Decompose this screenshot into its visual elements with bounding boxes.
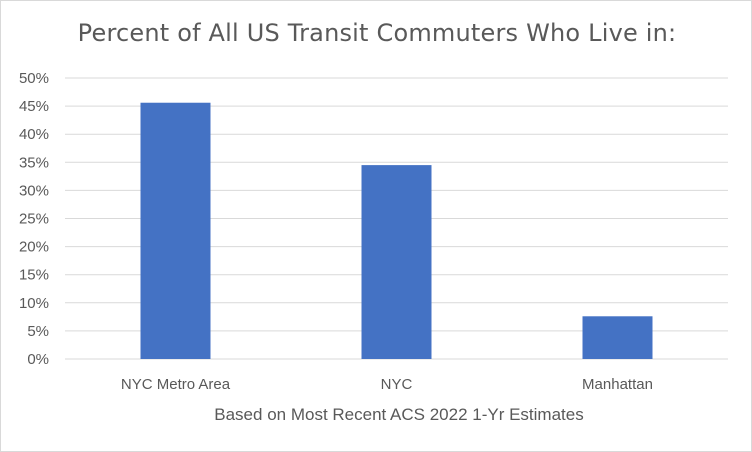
bar [361,165,432,359]
x-category-label: Manhattan [582,376,653,393]
y-tick-label: 40% [19,126,49,143]
y-tick-label: 20% [19,239,49,256]
y-tick-label: 45% [19,98,49,115]
x-axis-title: Based on Most Recent ACS 2022 1-Yr Estim… [214,405,583,424]
y-tick-label: 0% [27,351,49,368]
y-tick-label: 15% [19,267,49,284]
y-tick-label: 50% [19,70,49,87]
x-category-label: NYC [381,376,413,393]
y-tick-label: 25% [19,211,49,228]
bar [582,316,653,359]
y-tick-label: 35% [19,154,49,171]
y-tick-label: 10% [19,295,49,312]
y-tick-label: 30% [19,182,49,199]
x-category-label: NYC Metro Area [121,376,231,393]
bar [140,102,211,359]
y-tick-label: 5% [27,323,49,340]
chart-title: Percent of All US Transit Commuters Who … [77,19,677,47]
